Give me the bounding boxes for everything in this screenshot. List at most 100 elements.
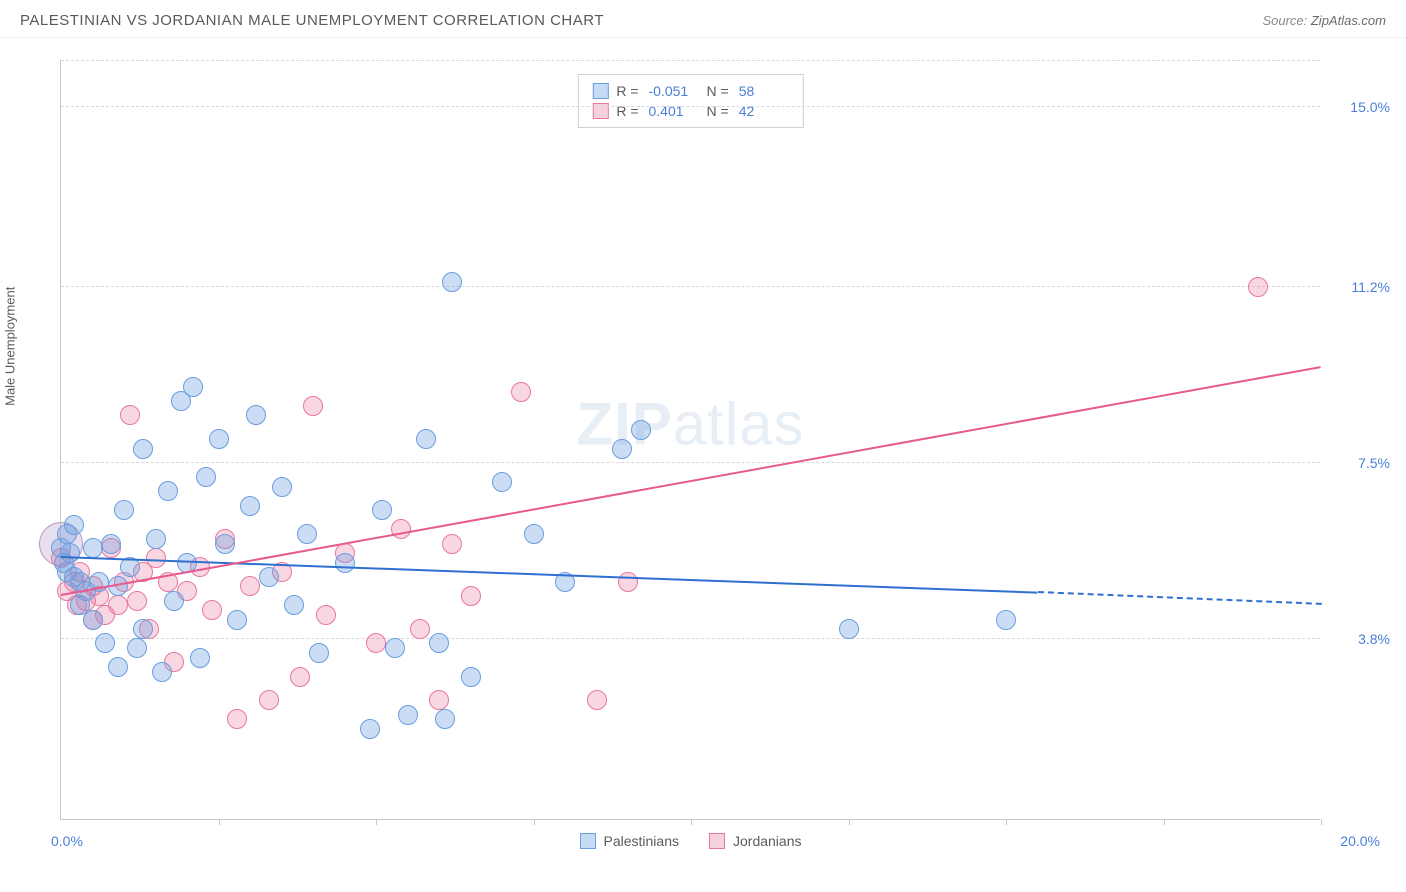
scatter-point [492,472,512,492]
chart-area: Male Unemployment ZIPatlas R =-0.051N =5… [50,48,1390,868]
scatter-point [240,496,260,516]
scatter-point [114,500,134,520]
scatter-point [316,605,336,625]
y-tick-label: 11.2% [1330,279,1390,295]
legend-row: R =0.401N =42 [592,101,788,121]
scatter-point [435,709,455,729]
legend-item: Jordanians [709,833,802,849]
scatter-point [240,576,260,596]
y-axis-label: Male Unemployment [3,287,18,406]
scatter-point [64,515,84,535]
scatter-point [146,529,166,549]
scatter-point [183,377,203,397]
scatter-point [303,396,323,416]
scatter-point [297,524,317,544]
scatter-point [366,633,386,653]
gridline [61,462,1320,463]
scatter-point [164,591,184,611]
y-tick-label: 7.5% [1330,455,1390,471]
scatter-point [461,586,481,606]
scatter-point [127,591,147,611]
x-axis-min-label: 0.0% [51,833,83,849]
series-legend: Palestinians Jordanians [580,833,802,849]
gridline [61,286,1320,287]
x-tick [1164,819,1165,825]
scatter-point [246,405,266,425]
watermark: ZIPatlas [576,390,804,459]
x-tick [849,819,850,825]
scatter-point [227,610,247,630]
x-tick [219,819,220,825]
scatter-point [259,567,279,587]
x-tick [691,819,692,825]
scatter-point [524,524,544,544]
scatter-point [410,619,430,639]
scatter-point [127,638,147,658]
scatter-point [133,439,153,459]
x-axis-max-label: 20.0% [1340,833,1380,849]
scatter-point [120,405,140,425]
scatter-point [416,429,436,449]
scatter-point [290,667,310,687]
scatter-point [429,633,449,653]
scatter-point [272,477,292,497]
scatter-point [108,595,128,615]
scatter-point [839,619,859,639]
y-tick-label: 3.8% [1330,631,1390,647]
gridline [61,106,1320,107]
scatter-point [618,572,638,592]
legend-swatch [709,833,725,849]
scatter-point [108,657,128,677]
scatter-point [60,543,80,563]
scatter-point [284,595,304,615]
legend-swatch [592,83,608,99]
legend-row: R =-0.051N =58 [592,81,788,101]
legend-swatch [580,833,596,849]
correlation-legend: R =-0.051N =58R =0.401N =42 [577,74,803,128]
scatter-point [335,553,355,573]
scatter-point [398,705,418,725]
scatter-point [631,420,651,440]
scatter-point [442,534,462,554]
trendline [1037,591,1321,605]
x-tick [1006,819,1007,825]
scatter-point [259,690,279,710]
scatter-point [152,662,172,682]
scatter-point [511,382,531,402]
x-tick [376,819,377,825]
scatter-point [461,667,481,687]
legend-item: Palestinians [580,833,680,849]
scatter-point [190,648,210,668]
scatter-point [385,638,405,658]
scatter-point [996,610,1016,630]
scatter-point [196,467,216,487]
scatter-point [202,600,222,620]
scatter-point [83,538,103,558]
scatter-point [391,519,411,539]
scatter-point [215,534,235,554]
source-attribution: Source: ZipAtlas.com [1262,13,1386,28]
header: PALESTINIAN VS JORDANIAN MALE UNEMPLOYME… [0,0,1406,38]
scatter-point [146,548,166,568]
scatter-point [227,709,247,729]
scatter-point [1248,277,1268,297]
trendline [61,366,1321,596]
scatter-point [209,429,229,449]
x-tick [1321,819,1322,825]
gridline [61,60,1320,61]
scatter-point [101,534,121,554]
scatter-point [133,619,153,639]
scatter-point [83,610,103,630]
plot-region: ZIPatlas R =-0.051N =58R =0.401N =42 Pal… [60,60,1320,820]
x-tick [534,819,535,825]
gridline [61,638,1320,639]
source-link[interactable]: ZipAtlas.com [1311,13,1386,28]
scatter-point [360,719,380,739]
chart-title: PALESTINIAN VS JORDANIAN MALE UNEMPLOYME… [20,12,604,29]
scatter-point [442,272,462,292]
scatter-point [587,690,607,710]
trendline [61,556,1038,594]
scatter-point [158,481,178,501]
scatter-point [309,643,329,663]
scatter-point [429,690,449,710]
